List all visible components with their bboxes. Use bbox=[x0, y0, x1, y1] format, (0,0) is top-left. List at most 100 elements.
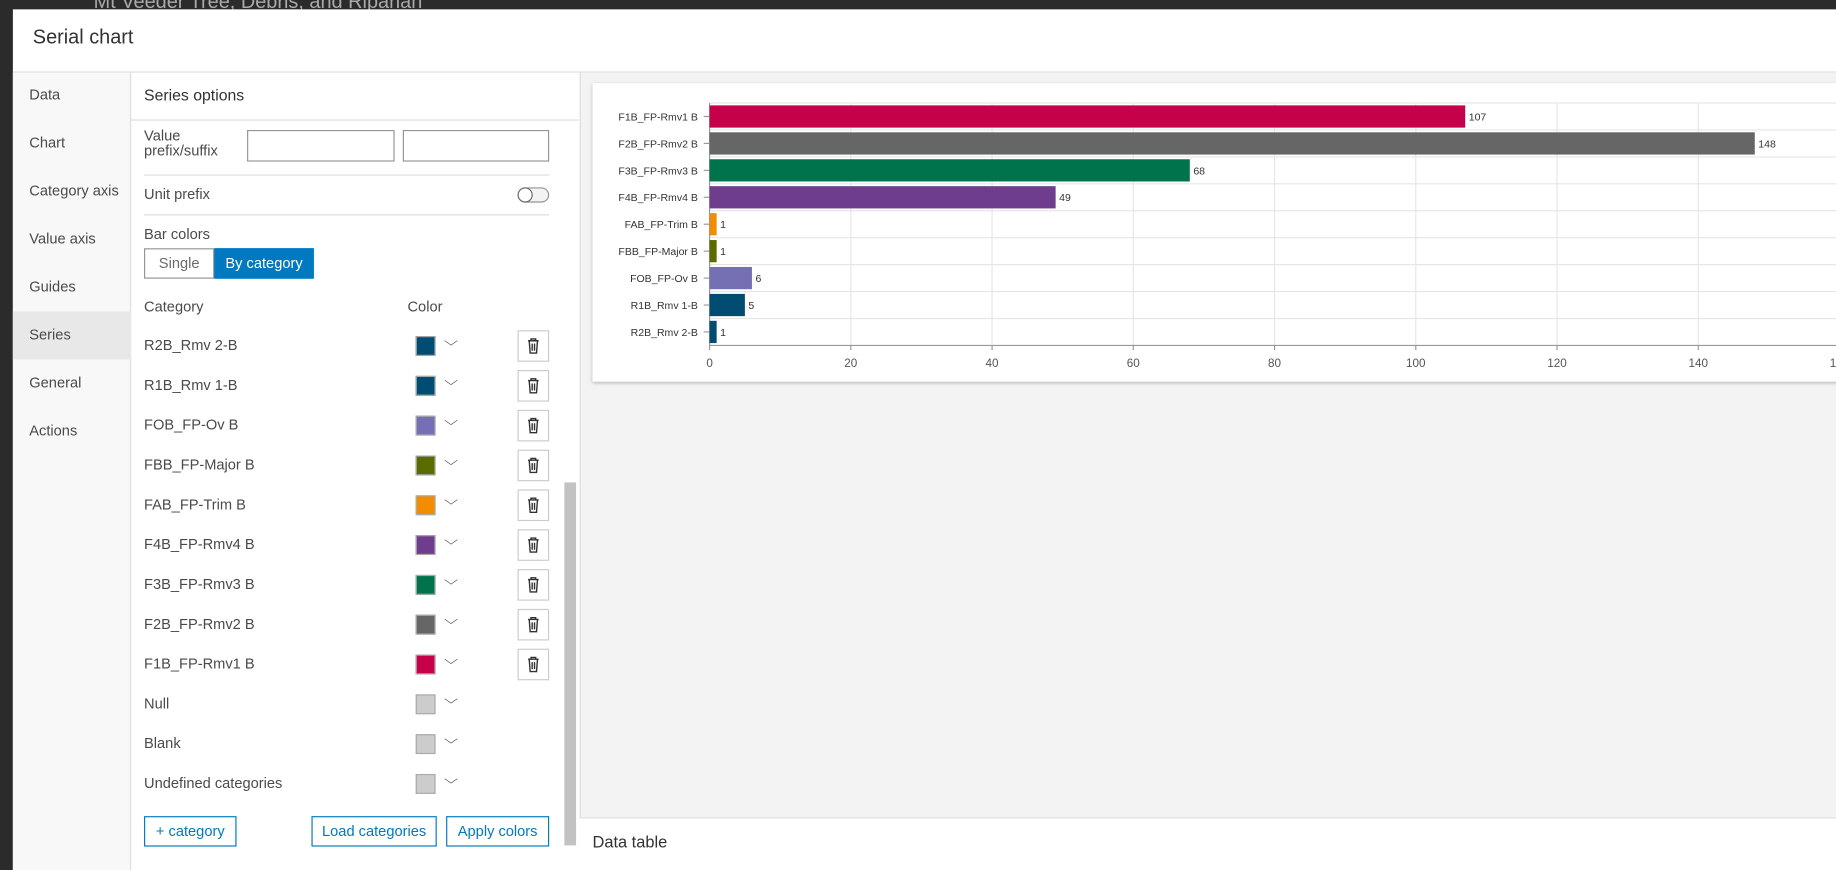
nav-item[interactable]: Category axis bbox=[29, 182, 119, 200]
delete-button[interactable] bbox=[517, 608, 550, 641]
segment[interactable]: By category bbox=[214, 248, 314, 279]
delete-button[interactable] bbox=[517, 409, 550, 442]
y-tick-label: F2B_FP-Rmv2 B bbox=[618, 138, 697, 150]
trash-icon bbox=[528, 497, 539, 513]
category-name: F3B_FP-Rmv3 B bbox=[144, 576, 255, 593]
panel-title: Series options bbox=[144, 86, 245, 105]
color-dropdown[interactable]: ⌵ bbox=[444, 494, 458, 509]
scrollbar[interactable] bbox=[564, 482, 577, 846]
color-swatch[interactable] bbox=[415, 375, 436, 396]
color-swatch[interactable] bbox=[415, 574, 436, 595]
trash-icon bbox=[528, 616, 539, 633]
delete-button[interactable] bbox=[517, 529, 550, 561]
x-tick-label: 80 bbox=[1268, 357, 1282, 370]
data-table-bar[interactable] bbox=[579, 817, 1836, 870]
color-dropdown[interactable]: ⌵ bbox=[444, 454, 458, 469]
category-header: Category bbox=[144, 298, 204, 315]
y-tick-label: R1B_Rmv 1-B bbox=[631, 300, 698, 312]
suffix-input[interactable] bbox=[402, 129, 550, 162]
color-swatch[interactable] bbox=[415, 694, 436, 715]
nav bbox=[12, 72, 132, 870]
color-dropdown[interactable]: ⌵ bbox=[444, 772, 458, 787]
trash-icon bbox=[528, 338, 539, 354]
y-tick-label: F3B_FP-Rmv3 B bbox=[618, 165, 697, 177]
x-tick-label: 100 bbox=[1406, 357, 1426, 370]
color-dropdown[interactable]: ⌵ bbox=[444, 334, 458, 349]
color-swatch[interactable] bbox=[415, 614, 436, 635]
x-tick-label: 120 bbox=[1547, 357, 1567, 370]
toggle-knob[interactable] bbox=[517, 187, 533, 203]
value-label: 148 bbox=[1758, 138, 1776, 150]
nav-item[interactable]: General bbox=[29, 374, 82, 392]
nav-item[interactable]: Series bbox=[29, 326, 71, 344]
bar bbox=[709, 186, 1056, 209]
category-name: R2B_Rmv 2-B bbox=[144, 337, 238, 354]
divider bbox=[144, 214, 550, 216]
category-name: F4B_FP-Rmv4 B bbox=[144, 536, 255, 553]
category-name: Undefined categories bbox=[144, 775, 283, 792]
color-swatch[interactable] bbox=[415, 773, 436, 794]
action-button[interactable]: Apply colors bbox=[446, 816, 550, 847]
delete-button[interactable] bbox=[517, 489, 550, 522]
delete-button[interactable] bbox=[517, 449, 550, 482]
delete-button[interactable] bbox=[517, 648, 550, 681]
x-tick-label: 40 bbox=[986, 357, 1000, 370]
bar bbox=[709, 105, 1466, 128]
trash-icon bbox=[528, 417, 539, 434]
category-name: FAB_FP-Trim B bbox=[144, 496, 246, 513]
delete-button[interactable] bbox=[517, 569, 550, 601]
color-swatch[interactable] bbox=[415, 654, 436, 675]
color-swatch[interactable] bbox=[415, 415, 436, 436]
trash-icon bbox=[528, 656, 539, 673]
color-swatch[interactable] bbox=[415, 734, 436, 755]
y-tick-label: FAB_FP-Trim B bbox=[625, 219, 698, 231]
bar bbox=[709, 213, 717, 236]
color-dropdown[interactable]: ⌵ bbox=[444, 374, 458, 389]
value-prefix-label: Value prefix/suffix bbox=[144, 127, 218, 160]
category-name: Null bbox=[144, 695, 170, 712]
nav-item[interactable]: Actions bbox=[29, 422, 78, 440]
value-label: 1 bbox=[720, 219, 726, 231]
x-tick-label: 20 bbox=[844, 357, 858, 370]
color-header: Color bbox=[407, 298, 443, 315]
category-name: FBB_FP-Major B bbox=[144, 456, 255, 474]
value-label: 5 bbox=[748, 300, 754, 312]
unit-prefix-label: Unit prefix bbox=[144, 186, 210, 203]
dialog-title: Serial chart bbox=[32, 25, 134, 49]
color-dropdown[interactable]: ⌵ bbox=[444, 613, 458, 628]
y-tick-label: FOB_FP-Ov B bbox=[630, 273, 698, 285]
color-dropdown[interactable]: ⌵ bbox=[444, 693, 458, 708]
color-swatch[interactable] bbox=[415, 495, 436, 516]
color-dropdown[interactable]: ⌵ bbox=[444, 653, 458, 668]
category-name: F1B_FP-Rmv1 B bbox=[144, 655, 255, 673]
bar bbox=[709, 240, 717, 263]
delete-button[interactable] bbox=[517, 330, 550, 362]
segment[interactable]: Single bbox=[144, 248, 215, 279]
x-tick-label: 0 bbox=[706, 357, 713, 370]
color-swatch[interactable] bbox=[415, 336, 436, 356]
value-label: 6 bbox=[755, 273, 761, 285]
color-dropdown[interactable]: ⌵ bbox=[444, 414, 458, 429]
y-tick-label: R2B_Rmv 2-B bbox=[631, 327, 698, 339]
delete-button[interactable] bbox=[517, 370, 550, 402]
bar bbox=[709, 320, 717, 344]
bar bbox=[709, 132, 1755, 155]
y-tick-label: F1B_FP-Rmv1 B bbox=[618, 111, 697, 123]
color-dropdown[interactable]: ⌵ bbox=[444, 732, 458, 748]
divider bbox=[144, 174, 550, 176]
color-swatch[interactable] bbox=[415, 535, 436, 556]
nav-item[interactable]: Chart bbox=[29, 134, 66, 152]
bar bbox=[709, 293, 745, 317]
color-dropdown[interactable]: ⌵ bbox=[444, 533, 458, 548]
value-label: 1 bbox=[720, 327, 726, 339]
color-dropdown[interactable]: ⌵ bbox=[444, 573, 458, 588]
color-swatch[interactable] bbox=[415, 455, 436, 476]
nav-item[interactable]: Value axis bbox=[29, 230, 96, 248]
prefix-input[interactable] bbox=[247, 129, 395, 162]
nav-item[interactable]: Guides bbox=[29, 278, 76, 296]
category-name: R1B_Rmv 1-B bbox=[144, 377, 238, 394]
action-button[interactable]: + category bbox=[144, 816, 237, 847]
nav-item[interactable]: Data bbox=[29, 86, 61, 104]
action-button[interactable]: Load categories bbox=[311, 816, 437, 847]
